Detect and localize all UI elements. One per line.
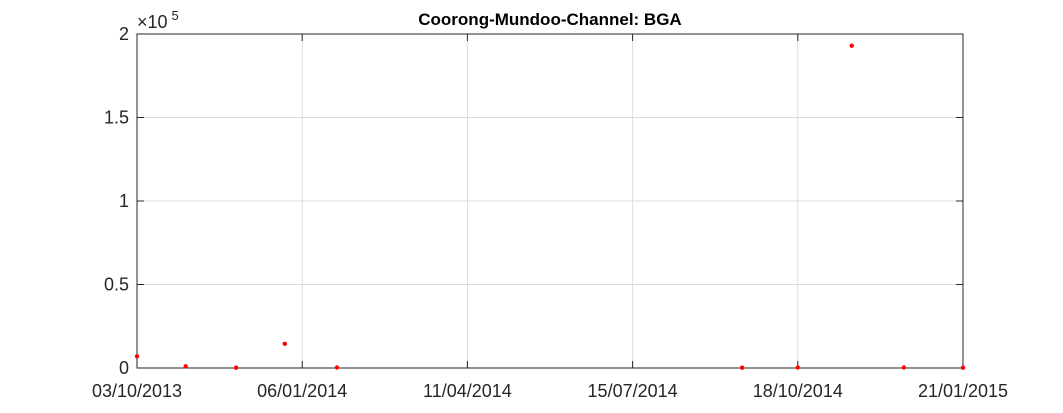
- x-tick-labels: 03/10/2013 06/01/2014 11/04/2014 15/07/2014…: [92, 381, 1008, 401]
- y-exponent-power: 5: [172, 8, 179, 23]
- y-exponent-base: ×10: [137, 12, 168, 32]
- data-point: [334, 365, 340, 370]
- grid: [137, 34, 963, 368]
- data-point: [739, 365, 745, 370]
- data-point: [960, 365, 966, 370]
- y-tick-label: 1: [119, 191, 129, 211]
- data-point: [183, 364, 188, 369]
- y-tick-label: 1.5: [104, 108, 129, 128]
- x-tick-label: 06/01/2014: [257, 381, 347, 401]
- x-tick-label: 11/04/2014: [423, 381, 512, 401]
- y-tick-label: 2: [119, 24, 129, 44]
- y-exponent-label: ×10 5: [137, 8, 179, 32]
- y-tick-label: 0.5: [104, 275, 129, 295]
- data-point: [849, 43, 854, 48]
- data-point: [795, 365, 800, 370]
- x-tick-label: 15/07/2014: [588, 381, 678, 401]
- data-point: [901, 365, 907, 370]
- x-tick-label: 18/10/2014: [753, 381, 843, 401]
- chart-title: Coorong-Mundoo-Channel: BGA: [418, 10, 681, 29]
- y-tick-labels: 0 0.5 1 1.5 2: [104, 24, 129, 378]
- data-point: [134, 354, 140, 359]
- y-tick-label: 0: [119, 358, 129, 378]
- x-tick-label: 21/01/2015: [918, 381, 1008, 401]
- data-points: [134, 43, 966, 370]
- x-tick-label: 03/10/2013: [92, 381, 182, 401]
- data-point: [233, 365, 239, 370]
- data-point: [282, 341, 288, 346]
